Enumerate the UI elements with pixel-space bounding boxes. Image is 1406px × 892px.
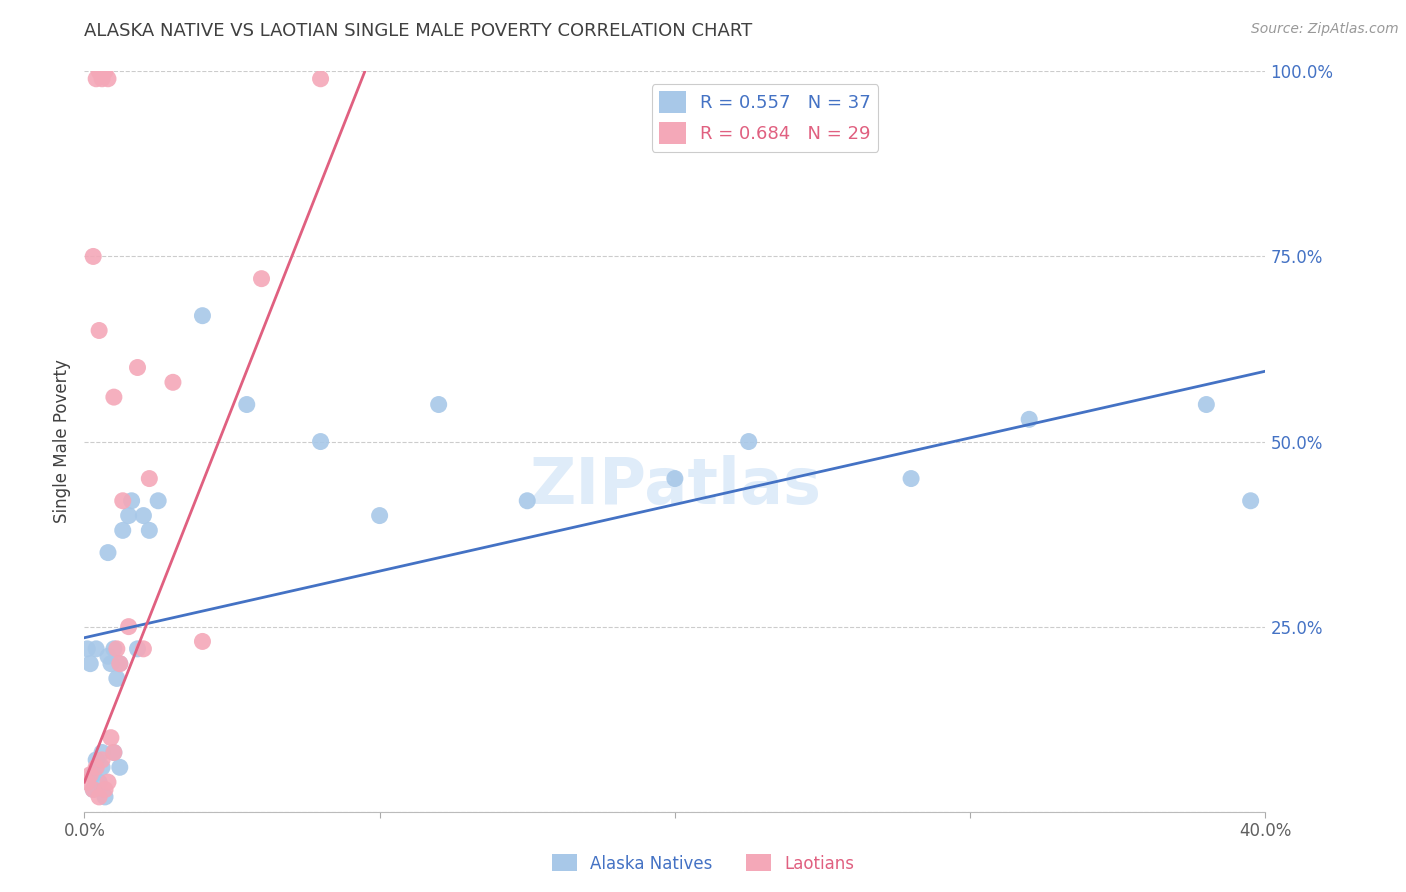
Alaska Natives: [664, 471, 686, 485]
Laotians: [250, 271, 273, 285]
Alaska Natives: [127, 641, 149, 656]
Alaska Natives: [84, 753, 107, 767]
Alaska Natives: [191, 309, 214, 323]
Alaska Natives: [108, 760, 131, 774]
Legend: Alaska Natives, Laotians: Alaska Natives, Laotians: [546, 847, 860, 880]
Laotians: [97, 71, 120, 86]
Alaska Natives: [111, 524, 134, 538]
Laotians: [100, 731, 122, 745]
Laotians: [191, 634, 214, 648]
Alaska Natives: [89, 775, 111, 789]
Laotians: [108, 657, 131, 671]
Alaska Natives: [118, 508, 141, 523]
Laotians: [127, 360, 149, 375]
Text: Source: ZipAtlas.com: Source: ZipAtlas.com: [1251, 22, 1399, 37]
Alaska Natives: [108, 657, 131, 671]
Alaska Natives: [91, 760, 114, 774]
Alaska Natives: [82, 782, 104, 797]
Laotians: [89, 789, 111, 804]
Laotians: [94, 64, 117, 78]
Laotians: [103, 390, 125, 404]
Alaska Natives: [76, 641, 98, 656]
Alaska Natives: [100, 657, 122, 671]
Laotians: [97, 775, 120, 789]
Alaska Natives: [105, 672, 128, 686]
Alaska Natives: [84, 641, 107, 656]
Alaska Natives: [138, 524, 160, 538]
Laotians: [89, 64, 111, 78]
Alaska Natives: [94, 789, 117, 804]
Alaska Natives: [368, 508, 391, 523]
Laotians: [79, 767, 101, 781]
Alaska Natives: [1018, 412, 1040, 426]
Laotians: [105, 641, 128, 656]
Alaska Natives: [97, 649, 120, 664]
Laotians: [89, 324, 111, 338]
Laotians: [118, 619, 141, 633]
Y-axis label: Single Male Poverty: Single Male Poverty: [53, 359, 72, 524]
Legend: R = 0.557   N = 37, R = 0.684   N = 29: R = 0.557 N = 37, R = 0.684 N = 29: [652, 84, 879, 152]
Alaska Natives: [309, 434, 332, 449]
Laotians: [309, 71, 332, 86]
Alaska Natives: [1195, 397, 1218, 411]
Laotians: [84, 71, 107, 86]
Alaska Natives: [1240, 493, 1263, 508]
Laotians: [91, 753, 114, 767]
Laotians: [76, 775, 98, 789]
Alaska Natives: [132, 508, 155, 523]
Text: ZIPatlas: ZIPatlas: [529, 455, 821, 517]
Alaska Natives: [103, 746, 125, 760]
Laotians: [138, 471, 160, 485]
Alaska Natives: [738, 434, 761, 449]
Alaska Natives: [121, 493, 143, 508]
Laotians: [103, 746, 125, 760]
Laotians: [111, 493, 134, 508]
Alaska Natives: [79, 657, 101, 671]
Alaska Natives: [148, 493, 170, 508]
Alaska Natives: [427, 397, 450, 411]
Laotians: [82, 250, 104, 264]
Laotians: [84, 760, 107, 774]
Laotians: [82, 782, 104, 797]
Alaska Natives: [82, 767, 104, 781]
Alaska Natives: [97, 546, 120, 560]
Alaska Natives: [103, 641, 125, 656]
Alaska Natives: [516, 493, 538, 508]
Laotians: [132, 641, 155, 656]
Laotians: [94, 782, 117, 797]
Text: ALASKA NATIVE VS LAOTIAN SINGLE MALE POVERTY CORRELATION CHART: ALASKA NATIVE VS LAOTIAN SINGLE MALE POV…: [84, 22, 752, 40]
Laotians: [91, 71, 114, 86]
Alaska Natives: [900, 471, 922, 485]
Laotians: [162, 376, 184, 390]
Alaska Natives: [236, 397, 259, 411]
Alaska Natives: [91, 746, 114, 760]
